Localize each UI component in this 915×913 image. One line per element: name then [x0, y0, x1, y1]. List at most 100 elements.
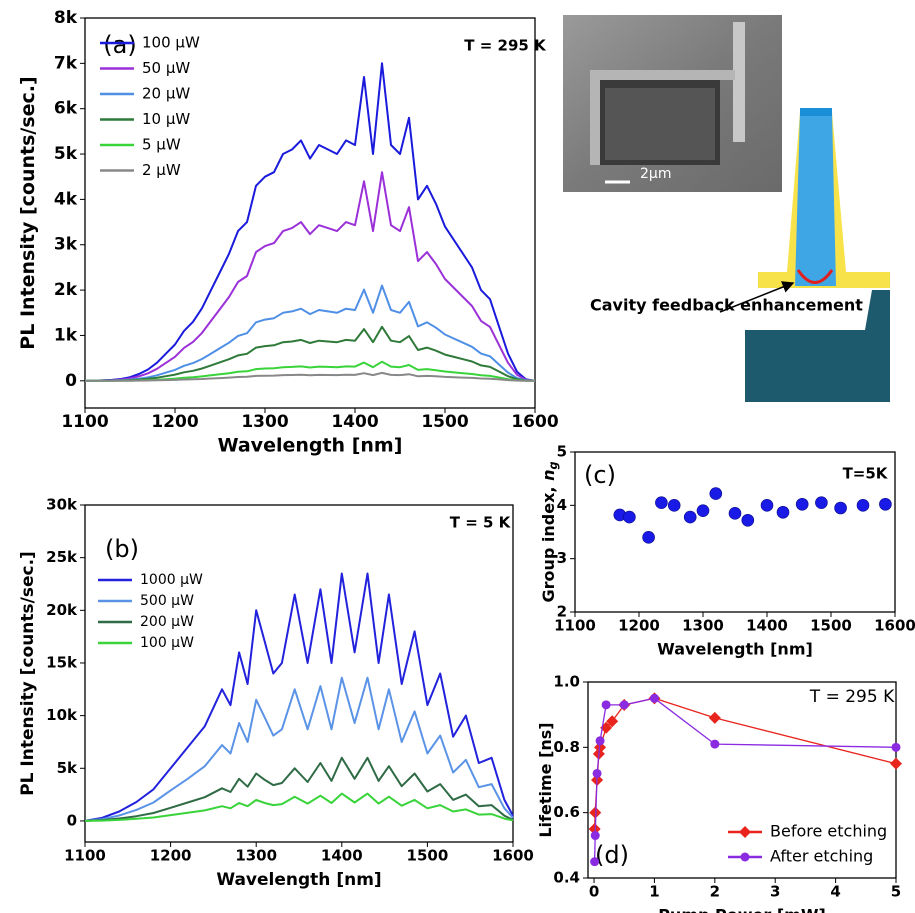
y-tick-label: 1k	[54, 325, 78, 345]
y-tick-label: 20k	[46, 601, 78, 619]
data-point	[606, 715, 619, 728]
y-tick-label: 4k	[54, 189, 78, 209]
data-line	[85, 62, 536, 382]
data-point	[696, 504, 710, 517]
legend-label: 20 μW	[142, 85, 190, 103]
y-tick-label: 4	[557, 496, 567, 514]
y-tick-label: 5k	[57, 759, 78, 777]
x-tick-label: 1100	[64, 847, 106, 865]
y-tick-label: 7k	[54, 53, 78, 73]
y-tick-label: 0.8	[553, 738, 580, 756]
scale-bar-label: 2μm	[640, 166, 671, 182]
data-point	[595, 736, 605, 746]
data-point	[590, 831, 600, 841]
x-tick-label: 1100	[61, 412, 108, 432]
plot-frame	[84, 504, 514, 843]
x-axis-label: Wavelength [nm]	[218, 435, 403, 457]
data-point	[728, 507, 742, 520]
x-tick-label: 3	[770, 883, 780, 901]
y-tick-label: 1.0	[553, 673, 580, 691]
plot-frame	[587, 681, 897, 879]
data-point	[642, 531, 655, 544]
data-point	[667, 499, 681, 512]
x-tick-label: 0	[589, 883, 599, 901]
data-point	[710, 739, 720, 749]
y-tick-label: 25k	[46, 548, 78, 566]
data-line	[84, 792, 514, 822]
data-point	[891, 742, 901, 752]
legend-label: 5 μW	[142, 136, 181, 154]
y-tick-label: 3	[557, 549, 567, 567]
y-tick-label: 10k	[46, 706, 78, 724]
data-line	[84, 572, 514, 822]
y-axis-label: PL Intensity [counts/sec.]	[18, 551, 38, 796]
y-axis-label-text: Group index,	[539, 481, 558, 603]
y-tick-label: 0	[67, 811, 77, 829]
y-tick-label: 8k	[54, 8, 78, 28]
legend-label: After etching	[770, 847, 873, 866]
data-point	[815, 496, 828, 509]
x-tick-label: 1400	[746, 617, 788, 635]
x-tick-label: 1600	[492, 847, 534, 865]
sem-image: 2μm	[563, 15, 782, 192]
x-tick-label: 1500	[421, 412, 468, 432]
data-line	[84, 756, 514, 822]
y-axis-label: Group index, ng	[539, 462, 561, 603]
legend-label: 50 μW	[142, 59, 190, 77]
data-point	[709, 487, 723, 500]
x-tick-label: 2	[710, 883, 720, 901]
annotation: T=5K	[843, 465, 889, 483]
x-axis-label: Wavelength [nm]	[216, 870, 381, 890]
y-tick-label: 2k	[54, 280, 78, 300]
schematic: Cavity feedback enhancement	[590, 108, 890, 402]
x-tick-label: 1200	[618, 617, 660, 635]
panel-label: (a)	[103, 31, 136, 59]
data-point	[655, 496, 668, 509]
y-tick-label: 5	[557, 443, 567, 461]
data-point	[708, 711, 721, 724]
legend-label: 10 μW	[142, 110, 190, 128]
x-tick-label: 1300	[241, 412, 288, 432]
legend-label: 100 μW	[140, 635, 194, 651]
data-line	[593, 697, 897, 830]
y-axis-label: Lifetime [ns]	[536, 722, 555, 837]
x-tick-label: 1500	[407, 847, 449, 865]
panel-label: (b)	[105, 535, 139, 563]
data-point	[890, 757, 902, 770]
x-tick-label: 1500	[810, 617, 852, 635]
data-point	[741, 513, 755, 527]
data-point	[649, 693, 659, 703]
panel-label: (d)	[595, 841, 629, 869]
y-tick-label: 0.4	[553, 869, 580, 887]
legend-label: 500 μW	[140, 593, 194, 609]
x-tick-label: 1300	[235, 847, 277, 865]
data-point	[601, 700, 611, 710]
schematic-label: Cavity feedback enhancement	[590, 296, 863, 315]
x-tick-label: 1400	[331, 412, 378, 432]
x-tick-label: 1600	[874, 617, 915, 635]
data-point	[856, 499, 870, 512]
x-tick-label: 1300	[682, 617, 724, 635]
y-tick-label: 3k	[54, 235, 78, 255]
x-tick-label: 4	[830, 883, 840, 901]
y-tick-label: 30k	[46, 496, 78, 514]
y-axis-label-text: Lifetime [ns]	[536, 722, 555, 837]
x-tick-label: 1	[649, 883, 659, 901]
y-tick-label: 2	[557, 603, 567, 621]
y-axis-label-text: PL Intensity [counts/sec.]	[18, 551, 38, 796]
data-point	[589, 806, 602, 819]
data-point	[590, 857, 600, 867]
x-tick-label: 1200	[150, 847, 192, 865]
x-tick-label: 5	[891, 883, 901, 901]
data-line	[84, 676, 514, 822]
legend-marker	[739, 826, 751, 838]
data-point	[834, 501, 847, 515]
x-tick-label: 1200	[151, 412, 198, 432]
legend-label: 2 μW	[142, 161, 181, 179]
x-axis-label: Wavelength [nm]	[657, 640, 813, 659]
y-tick-label: 15k	[46, 653, 78, 671]
y-tick-label: 5k	[54, 144, 78, 164]
y-axis-label-symbol: n	[539, 470, 558, 481]
legend-label: 1000 μW	[140, 572, 203, 588]
data-point	[795, 497, 809, 511]
